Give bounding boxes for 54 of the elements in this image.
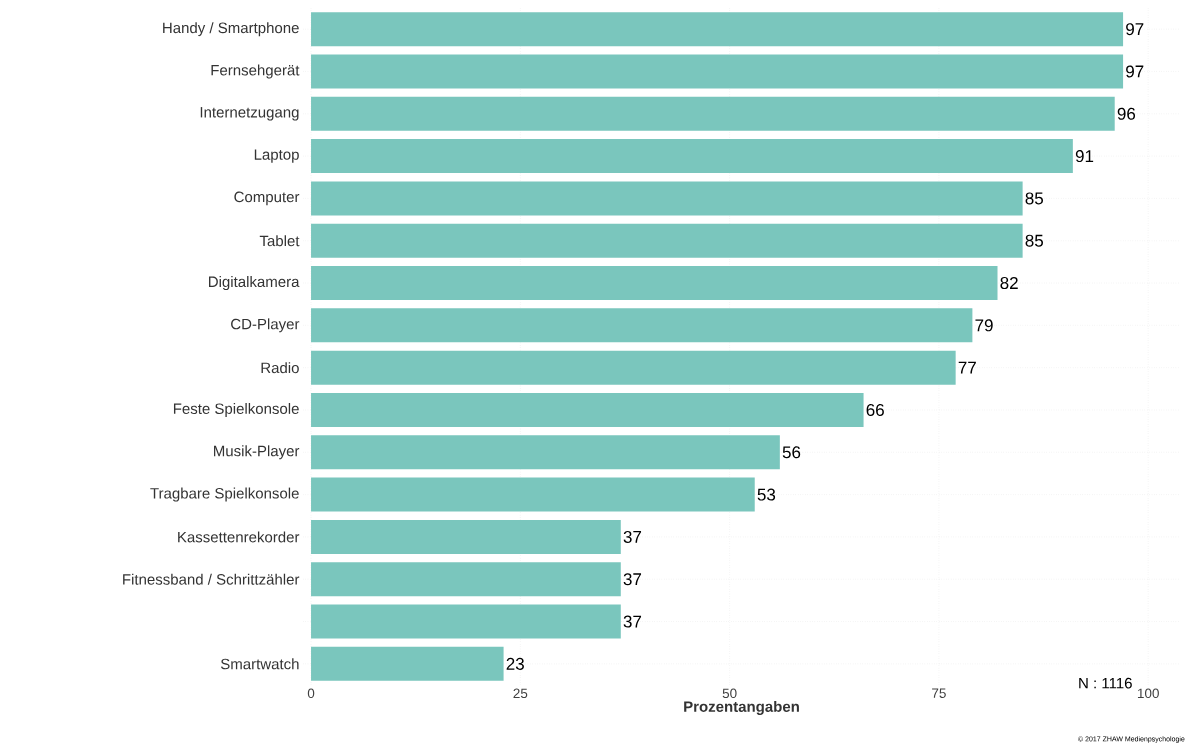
y-tick-label: Radio <box>261 362 299 374</box>
y-tick-label: Computer <box>234 191 300 206</box>
y-tick-label: Smartwatch <box>220 658 299 670</box>
y-tick-label: Tablet <box>259 235 300 247</box>
data-label: 37 <box>623 573 642 586</box>
y-tick-label: CD-Player <box>231 318 300 333</box>
data-label: 82 <box>1000 277 1018 290</box>
data-label: 97 <box>1126 23 1144 36</box>
data-label: 85 <box>1025 234 1044 247</box>
bar <box>311 96 1115 131</box>
y-tick-label: Kassettenrekorder <box>178 531 300 543</box>
bar <box>311 350 956 385</box>
data-label: 53 <box>757 488 776 501</box>
bar <box>311 308 973 343</box>
bar <box>311 54 1124 89</box>
data-label: 79 <box>975 319 993 332</box>
bar <box>311 12 1124 47</box>
y-tick-label: Internetzugang <box>200 107 299 121</box>
data-label: 97 <box>1126 65 1144 78</box>
data-label: 37 <box>623 615 642 628</box>
data-label: 66 <box>866 403 884 416</box>
y-tick-label: Feste Spielkonsole <box>173 402 299 417</box>
x-tick-label: 0 <box>307 688 315 699</box>
bar <box>311 562 621 597</box>
bar <box>311 477 755 512</box>
bar <box>311 604 621 639</box>
bar <box>311 181 1023 216</box>
data-label: 77 <box>958 361 976 374</box>
x-tick-label: 25 <box>513 688 528 699</box>
data-label: 85 <box>1025 192 1044 205</box>
data-label: 91 <box>1075 150 1094 163</box>
x-tick-label: 75 <box>932 688 946 698</box>
bar <box>311 519 621 554</box>
y-tick-label: Musik-Player <box>214 445 300 460</box>
x-tick-label: 100 <box>1137 688 1159 699</box>
y-tick-label: Fernsehgerät <box>211 64 300 79</box>
data-label: 96 <box>1117 107 1136 120</box>
y-tick-label: Laptop <box>254 149 299 163</box>
x-axis-title: Prozentangaben <box>684 700 799 715</box>
y-tick-label: Digitalkamera <box>209 276 300 291</box>
data-label: 56 <box>782 446 801 459</box>
y-tick-label: Tragbare Spielkonsole <box>150 487 299 502</box>
y-tick-label: Fitnessband / Schrittzähler <box>123 573 300 585</box>
bar <box>311 646 504 681</box>
bar <box>311 139 1073 174</box>
y-tick-label: Handy / Smartphone <box>163 22 299 37</box>
bar <box>311 435 780 470</box>
data-label: 23 <box>506 657 524 670</box>
bar <box>311 266 998 301</box>
data-label: 37 <box>623 530 642 543</box>
bar <box>311 392 864 427</box>
x-tick-label: 50 <box>722 688 737 699</box>
bar <box>311 223 1023 258</box>
annotation: N : 1116 <box>1079 677 1132 689</box>
